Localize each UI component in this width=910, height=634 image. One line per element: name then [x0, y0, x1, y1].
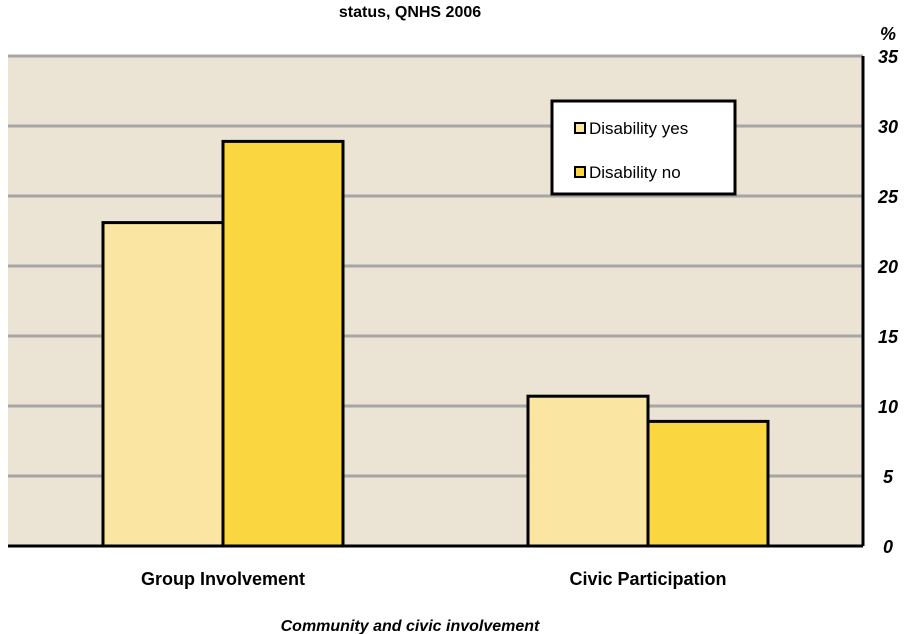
bar-disability-no-civic-participation: [646, 419, 770, 548]
y-tick-label: 25: [877, 187, 899, 207]
bar-disability-yes-group-involvement: [101, 221, 225, 548]
bar-disability-no-group-involvement: [221, 139, 345, 548]
legend: Disability yes Disability no: [550, 99, 737, 196]
y-tick-label: 20: [877, 257, 898, 277]
chart-title: status, QNHS 2006: [339, 4, 481, 21]
legend-label: Disability yes: [589, 119, 688, 138]
legend-swatch: [574, 122, 586, 134]
category-label: Civic Participation: [569, 569, 726, 589]
y-axis-ticks: 0 5 10 15 20 25 30 35: [877, 47, 899, 557]
bar-disability-yes-civic-participation: [526, 394, 650, 548]
category-label: Group Involvement: [141, 569, 305, 589]
y-axis-unit: %: [880, 24, 896, 44]
legend-swatch: [574, 166, 586, 178]
legend-label: Disability no: [589, 163, 681, 182]
x-axis-title: Community and civic involvement: [281, 618, 540, 634]
y-tick-label: 5: [883, 467, 894, 487]
legend-box: [550, 99, 737, 196]
y-tick-label: 10: [878, 397, 898, 417]
y-tick-label: 35: [878, 47, 899, 67]
y-tick-label: 30: [878, 117, 898, 137]
category-labels: Group Involvement Civic Participation: [141, 569, 727, 589]
y-tick-label: 0: [883, 537, 893, 557]
y-tick-label: 15: [878, 327, 899, 347]
